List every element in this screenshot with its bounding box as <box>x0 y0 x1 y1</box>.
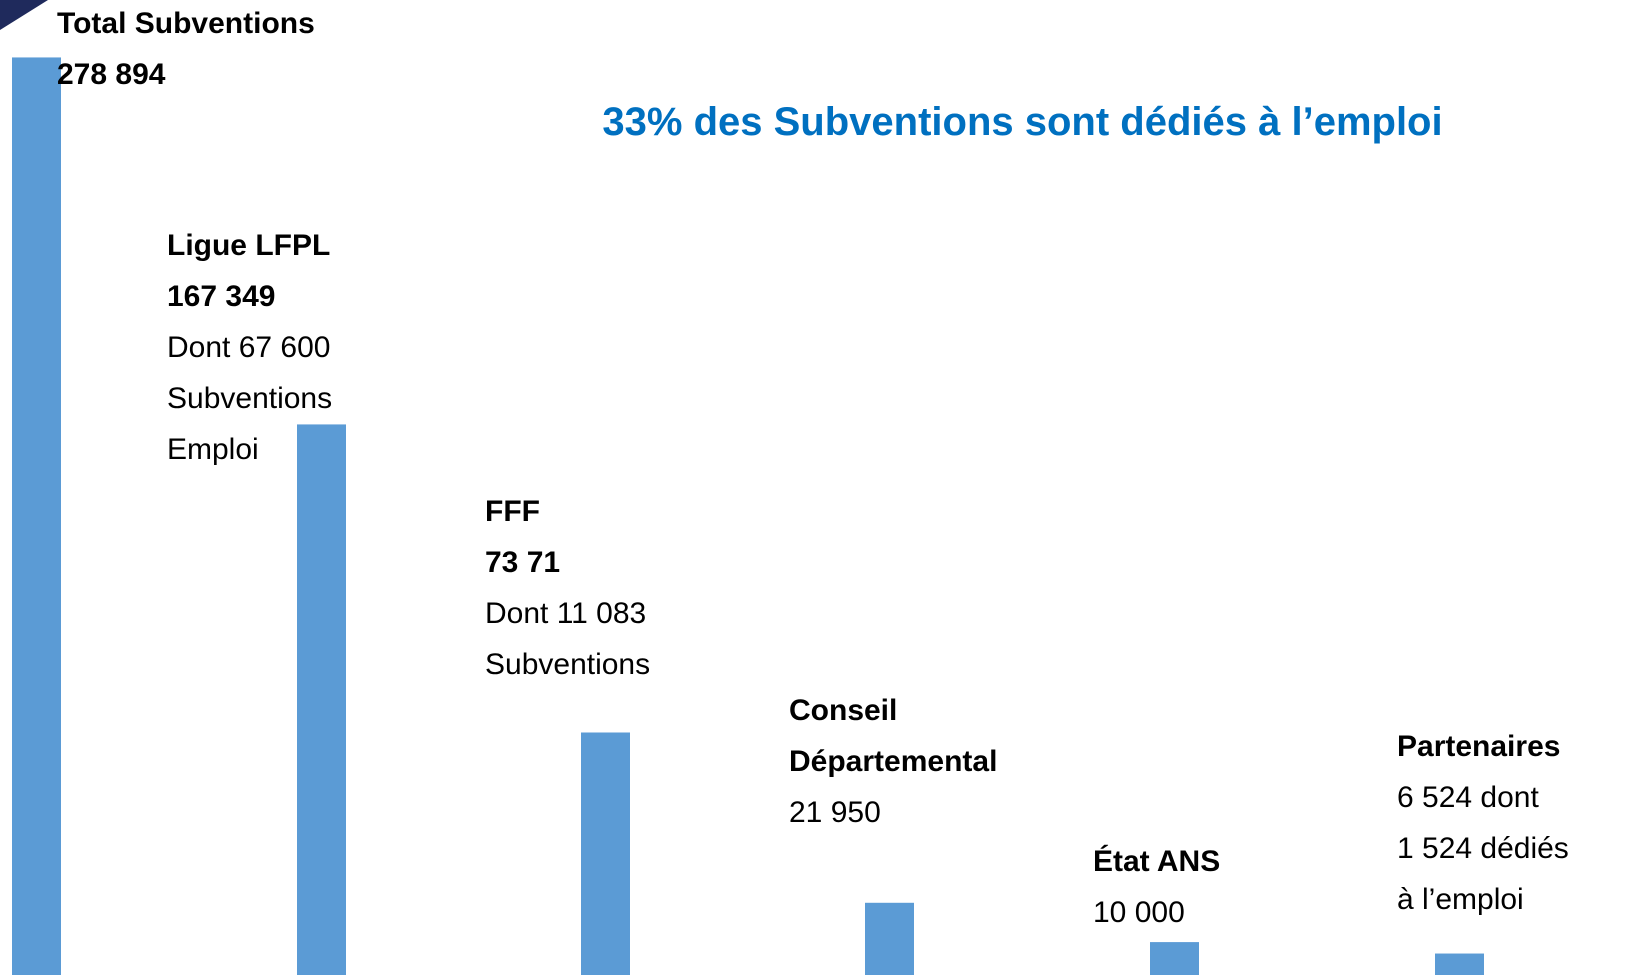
bar <box>581 732 630 975</box>
bar <box>297 424 346 975</box>
category-label: Ligue LFPL <box>167 229 331 262</box>
bar <box>12 57 61 975</box>
bar <box>865 902 914 975</box>
note: Dont 67 600 Subventions Emploi <box>167 331 333 466</box>
corner-decoration <box>0 0 48 30</box>
bar-label: Conseil Départemental 21 950 <box>789 685 1029 838</box>
chart-title: 33% des Subventions sont dédiés à l’empl… <box>602 100 1443 144</box>
value-label: 278 894 <box>57 58 166 91</box>
bar-label: État ANS 10 000 <box>1093 836 1313 938</box>
note: 1 524 dédiés à l’emploi <box>1397 832 1569 916</box>
category-label: État ANS <box>1093 845 1221 878</box>
value-label: 6 524 dont <box>1397 781 1539 814</box>
value-label: 73 71 <box>485 546 561 579</box>
category-label: Total Subventions <box>57 7 315 40</box>
bar-label: Ligue LFPL 167 349 Dont 67 600 Subventions… <box>167 220 377 475</box>
bar-label: Total Subventions 278 894 <box>57 0 377 100</box>
bar <box>1150 942 1199 975</box>
value-label: 21 950 <box>789 796 881 829</box>
category-label: Partenaires <box>1397 730 1561 763</box>
value-label: 167 349 <box>167 280 276 313</box>
category-label: FFF <box>485 495 540 528</box>
bar-label: Partenaires 6 524 dont 1 524 dédiés à l’em… <box>1397 721 1587 925</box>
note: Dont 11 083 Subventions <box>485 597 651 681</box>
category-label: Conseil Départemental <box>789 694 998 778</box>
bar <box>1435 953 1484 975</box>
bar-label: FFF 73 71 Dont 11 083 Subventions <box>485 486 695 690</box>
value-label: 10 000 <box>1093 896 1185 929</box>
